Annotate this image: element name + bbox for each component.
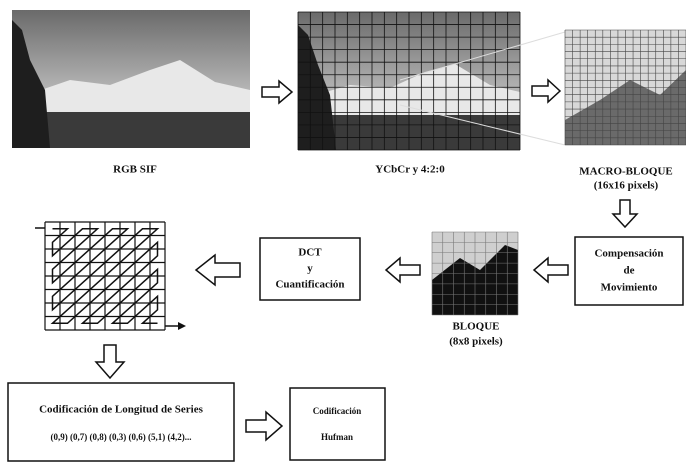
box-text: de [624,265,635,277]
box [290,388,385,460]
arrow [386,258,420,282]
box-text: Codificación de Longitud de Series [39,404,204,416]
image-sublabel: (8x8 pixels) [449,336,503,348]
image-label: YCbCr y 4:2:0 [375,164,445,176]
image-label: RGB SIF [113,164,157,176]
arrow [96,345,124,378]
arrow [534,258,568,282]
arrow-head [178,322,186,330]
block-image [432,232,518,315]
box [8,383,234,461]
image-sublabel: (16x16 pixels) [594,180,659,192]
rgb-image [12,10,250,148]
diagram: RGB SIF YCbCr y 4:2:0 MACRO-BLOQUE (16x1… [0,0,686,468]
box-text: y [307,263,313,275]
zigzag-grid [35,222,186,330]
ycbcr-image [298,12,520,150]
arrow [196,255,240,285]
box-text: DCT [298,247,322,259]
box-text: Hufman [321,432,353,442]
arrow [246,412,282,440]
macroblock-image [565,30,686,145]
arrow [262,81,292,103]
box-text: Codificación [313,406,362,416]
box-text: Compensación [594,248,663,260]
box-text: (0,9) (0,7) (0,8) (0,3) (0,6) (5,1) (4,2… [51,432,192,442]
image-label: BLOQUE [452,321,499,333]
image-label: MACRO-BLOQUE [579,166,673,178]
arrow [613,200,637,227]
box-text: Movimiento [601,282,658,294]
arrow [532,80,560,102]
box-text: Cuantificación [275,279,344,291]
